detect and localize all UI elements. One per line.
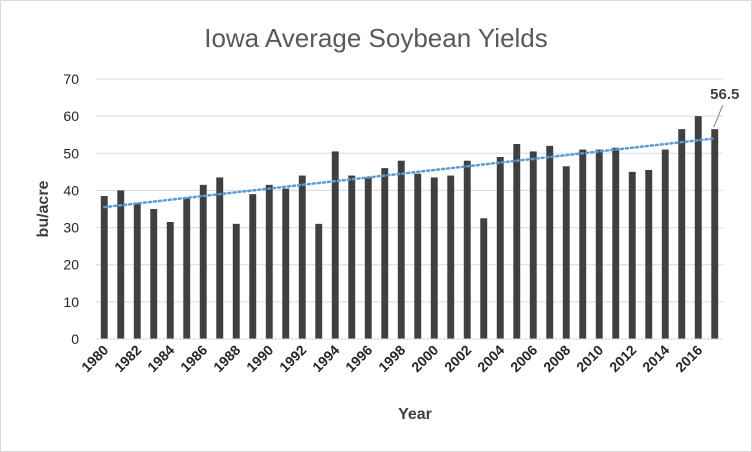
y-tick-label: 10: [63, 294, 79, 310]
y-axis-ticks: 0 10 20 30 40 50 60 70: [63, 71, 79, 347]
y-tick-label: 50: [63, 145, 79, 161]
bar: [612, 147, 620, 339]
annotations: 56.5: [710, 86, 739, 128]
bar: [661, 149, 669, 339]
data-label: 56.5: [710, 86, 739, 103]
bar: [348, 175, 356, 339]
bar: [645, 170, 653, 339]
bar: [282, 188, 290, 339]
bar: [166, 222, 174, 339]
x-tick-label: 1992: [276, 342, 309, 375]
annotation-leader: [713, 104, 724, 128]
x-tick-label: 1986: [177, 342, 210, 375]
trendline: [103, 137, 716, 209]
x-tick-label: 2002: [441, 342, 474, 375]
bar: [183, 197, 191, 339]
x-tick-label: 1994: [309, 342, 342, 375]
y-tick-label: 40: [63, 182, 79, 198]
bar: [694, 116, 702, 340]
bar: [546, 145, 554, 339]
x-tick-label: 1998: [375, 342, 408, 375]
y-tick-label: 30: [63, 220, 79, 236]
bar: [265, 184, 273, 339]
x-tick-label: 2008: [540, 342, 573, 375]
bar: [133, 203, 141, 339]
bar: [463, 160, 471, 339]
bar: [579, 149, 587, 339]
x-tick-label: 1990: [243, 342, 276, 375]
bar: [529, 151, 537, 339]
y-tick-label: 60: [63, 108, 79, 124]
x-tick-label: 2016: [672, 342, 705, 375]
bar: [232, 223, 240, 339]
y-tick-label: 20: [63, 257, 79, 273]
x-tick-label: 1984: [144, 342, 177, 375]
bar: [117, 190, 125, 339]
x-tick-label: 1980: [78, 342, 111, 375]
bar: [678, 129, 686, 339]
y-tick-label: 70: [63, 71, 79, 87]
x-axis-title: Year: [398, 406, 432, 423]
bar: [628, 171, 636, 339]
x-tick-label: 2014: [639, 342, 672, 375]
bar: [414, 173, 422, 339]
bar: [397, 160, 405, 339]
x-tick-label: 2010: [573, 342, 606, 375]
x-tick-label: 2000: [408, 342, 441, 375]
x-tick-label: 1982: [111, 342, 144, 375]
bar: [513, 144, 521, 339]
bar: [496, 157, 504, 339]
x-tick-label: 2006: [507, 342, 540, 375]
bar: [100, 196, 108, 339]
bar: [447, 175, 455, 339]
x-tick-label: 1996: [342, 342, 375, 375]
bar: [595, 149, 603, 339]
bar: [331, 151, 339, 339]
x-axis-ticks: 1980 1982 1984 1986 1988 1990 1992 1994 1996 1998…: [78, 342, 705, 375]
bar: [711, 129, 719, 339]
bar: [381, 168, 389, 339]
bar: [315, 223, 323, 339]
bar: [216, 177, 224, 339]
bar: [150, 209, 158, 339]
bar: [199, 184, 207, 339]
bar: [430, 177, 438, 339]
bar: [480, 218, 488, 339]
bars: [100, 116, 719, 340]
y-tick-label: 0: [71, 331, 79, 347]
x-tick-label: 2012: [606, 342, 639, 375]
y-axis-title: bu/acre: [35, 180, 52, 237]
chart-title: Iowa Average Soybean Yields: [204, 23, 548, 53]
bar: [298, 175, 306, 339]
x-tick-label: 1988: [210, 342, 243, 375]
bar: [562, 166, 570, 339]
bar: [249, 194, 257, 339]
x-tick-label: 2004: [474, 342, 507, 375]
bar: [364, 177, 372, 339]
